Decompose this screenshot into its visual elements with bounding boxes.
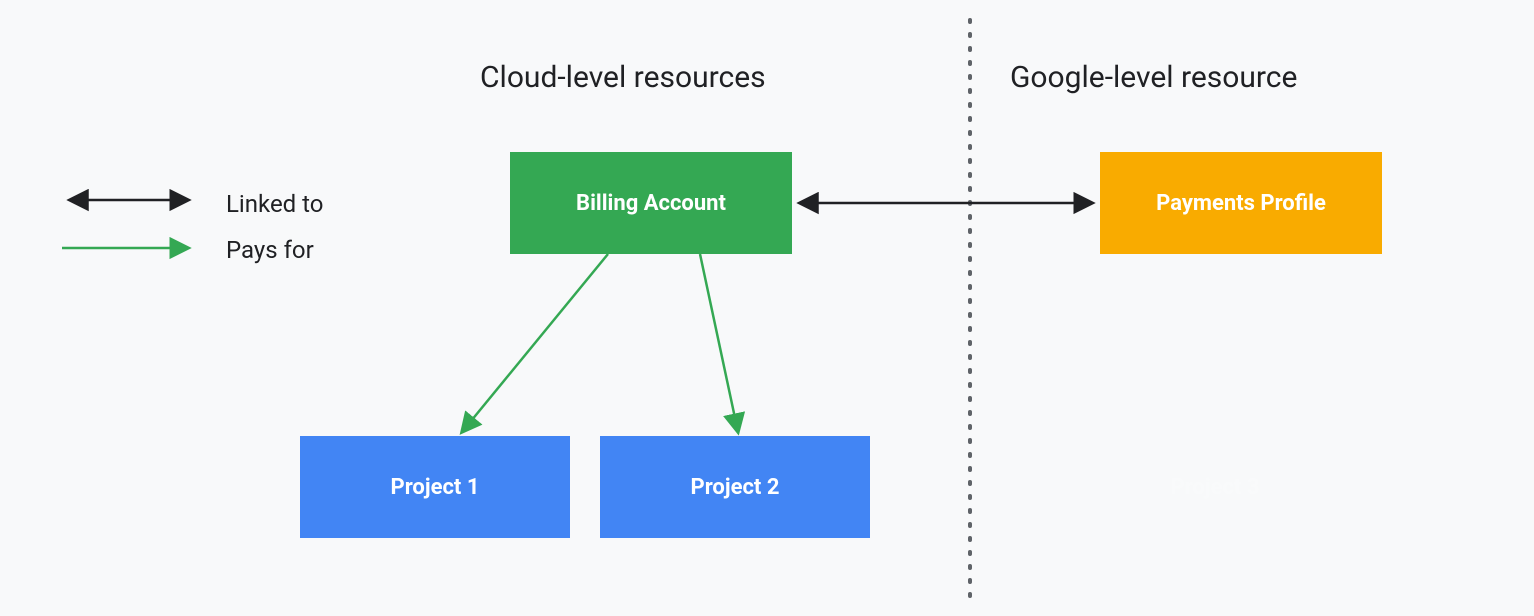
heading-google-label: Google-level resource bbox=[1010, 60, 1297, 95]
node-project3-label: Project 3 bbox=[1171, 475, 1260, 500]
node-project1-label: Project 1 bbox=[391, 475, 480, 500]
node-billing-label: Billing Account bbox=[576, 191, 726, 216]
heading-cloud-level: Cloud-level resources bbox=[480, 60, 766, 95]
legend-linked-label: Linked to bbox=[226, 190, 323, 218]
edge-billing-project1 bbox=[462, 254, 608, 432]
node-payments-label: Payments Profile bbox=[1156, 191, 1326, 216]
node-payments-profile: Payments Profile bbox=[1100, 152, 1382, 254]
legend-row-linked: Linked to bbox=[60, 190, 323, 218]
legend-row-pays: Pays for bbox=[60, 236, 323, 264]
node-project-1: Project 1 bbox=[300, 436, 570, 538]
legend-pays-label: Pays for bbox=[226, 236, 314, 264]
edge-billing-project2 bbox=[700, 254, 738, 432]
billing-hierarchy-diagram: Cloud-level resources Google-level resou… bbox=[0, 0, 1534, 616]
node-billing-account: Billing Account bbox=[510, 152, 792, 254]
node-project-2: Project 2 bbox=[600, 436, 870, 538]
heading-google-level: Google-level resource bbox=[1010, 60, 1297, 95]
node-project2-label: Project 2 bbox=[691, 475, 780, 500]
legend: Linked to Pays for bbox=[60, 190, 323, 282]
node-project-3-ghost: Project 3 bbox=[1080, 436, 1350, 538]
heading-cloud-label: Cloud-level resources bbox=[480, 60, 766, 95]
